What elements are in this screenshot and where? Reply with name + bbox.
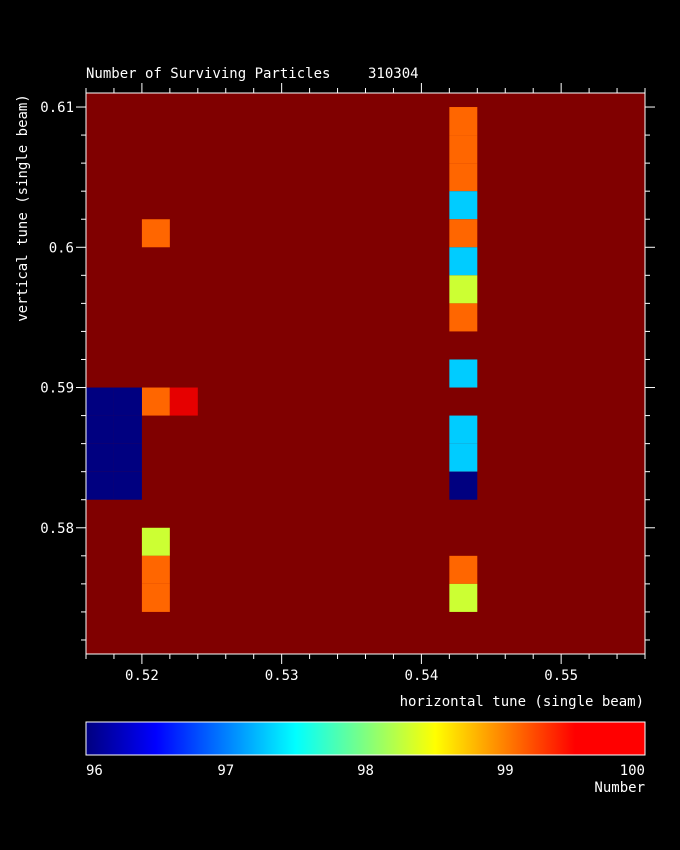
- heatmap-cell: [113, 387, 142, 416]
- heatmap-cell: [113, 471, 142, 500]
- y-tick-label: 0.58: [40, 521, 74, 537]
- colorbar-tick-label: 97: [217, 763, 234, 779]
- heatmap-cell: [86, 387, 114, 416]
- heatmap-cell: [141, 555, 170, 584]
- heatmap-cell: [141, 387, 170, 416]
- heatmap-background: [86, 93, 645, 654]
- heatmap-cell: [449, 107, 478, 136]
- x-tick-label: 0.55: [544, 668, 578, 684]
- y-tick-labels: 0.58 0.59 0.6 0.61: [40, 100, 74, 537]
- heatmap-cells: [86, 107, 478, 612]
- y-tick-label: 0.6: [49, 240, 74, 256]
- y-axis-label: vertical tune (single beam): [15, 94, 31, 322]
- y-tick-label: 0.61: [40, 100, 74, 116]
- heatmap-cell: [141, 527, 170, 556]
- colorbar: [85, 721, 646, 756]
- colorbar-tick-label: 98: [357, 763, 374, 779]
- colorbar-tick-label: 100: [620, 763, 645, 779]
- heatmap-cell: [449, 191, 478, 220]
- heatmap-cell: [113, 443, 142, 472]
- plot-area: [86, 93, 645, 654]
- run-id: 310304: [368, 66, 419, 82]
- x-tick-label: 0.54: [405, 668, 439, 684]
- heatmap-cell: [449, 415, 478, 444]
- heatmap-cell: [449, 583, 478, 612]
- heatmap-cell: [449, 219, 478, 248]
- x-tick-labels: 0.52 0.53 0.54 0.55: [125, 668, 578, 684]
- heatmap-cell: [113, 415, 142, 444]
- heatmap-cell: [169, 387, 198, 416]
- colorbar-label: Number: [594, 780, 645, 796]
- x-tick-label: 0.53: [265, 668, 299, 684]
- x-tick-label: 0.52: [125, 668, 159, 684]
- heatmap-cell: [449, 303, 478, 332]
- heatmap-cell: [449, 443, 478, 472]
- heatmap-cell: [449, 135, 478, 164]
- colorbar-tick-label: 96: [86, 763, 103, 779]
- chart-title: Number of Surviving Particles: [86, 66, 330, 82]
- heatmap-cell: [449, 359, 478, 388]
- colorbar-tick-labels: 96 97 98 99 100: [86, 763, 645, 779]
- heatmap-cell: [449, 163, 478, 192]
- axes: [76, 83, 655, 664]
- colorbar-tick-label: 99: [497, 763, 514, 779]
- heatmap-cell: [86, 471, 114, 500]
- heatmap-cell: [86, 415, 114, 444]
- heatmap-cell: [141, 583, 170, 612]
- heatmap-cell: [86, 443, 114, 472]
- heatmap-cell: [449, 555, 478, 584]
- y-tick-label: 0.59: [40, 381, 74, 397]
- heatmap-cell: [449, 471, 478, 500]
- heatmap-cell: [449, 247, 478, 276]
- heatmap-cell: [449, 275, 478, 304]
- x-axis-label: horizontal tune (single beam): [400, 694, 644, 710]
- heatmap-cell: [141, 219, 170, 248]
